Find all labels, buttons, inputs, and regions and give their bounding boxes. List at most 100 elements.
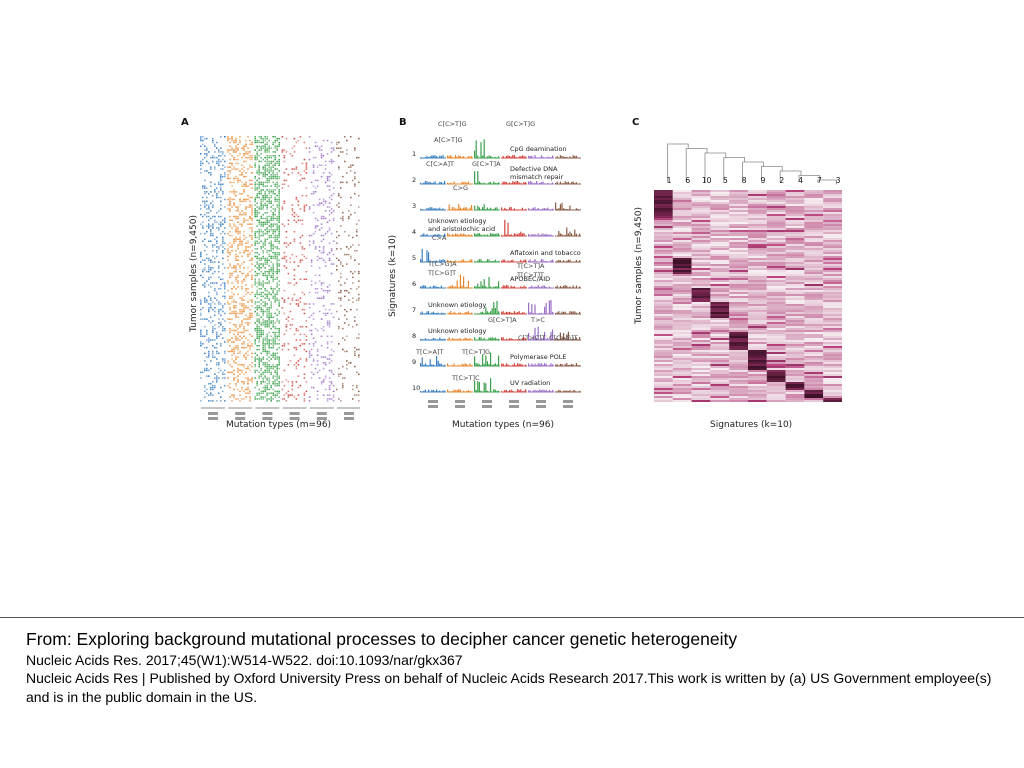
dendrogram-link [742,161,764,182]
signature-name: Unknown etiology and aristolochic acid [428,217,496,233]
dendrogram-link [704,152,727,182]
panel-b-group-tick [536,400,546,403]
caption-divider [0,617,1024,618]
panel-b-group-tick [482,400,492,403]
caption-license: Nucleic Acids Res | Published by Oxford … [26,670,992,705]
panel-b-xlabel: Mutation types (n=96) [452,420,554,430]
mutation-callout: T[C>G]A [428,260,457,268]
mutation-callout: T[C>T]T [517,271,544,279]
panel-b-group-tick [563,400,573,403]
panel-b-group-tick [536,405,546,408]
signature-number: 2 [412,176,417,184]
mutation-callout: G[C>T]A [488,316,517,324]
signature-name: CpG deamination [510,145,567,153]
panel-a-group-tick [208,417,218,420]
panel-b-group-tick [428,405,438,408]
panel-c-heatmap [654,190,842,402]
signature-name: Unknown etiology [428,327,487,335]
signature-column-label: 4 [798,176,803,185]
mutation-callout: C[C>A]T [426,160,455,168]
mutation-callout: C[C>T]G [438,120,467,128]
mutation-callout: C>A [432,234,447,242]
mutation-callout: T[C>G]T [428,269,457,277]
signature-name: UV radiation [510,379,551,387]
signature-column-label: 5 [723,176,728,185]
panel-b-group-tick [563,405,573,408]
panel-a-group-tick [316,417,327,420]
mutation-callout: T>C [531,316,545,324]
panel-a-ylabel: Tumor samples (n=9,450) [189,215,199,332]
mutation-callout: C>G [453,184,469,192]
signature-name: Defective DNA mismatch repair [510,165,564,181]
signature-number: 5 [412,254,417,262]
dendrogram-link [685,148,708,182]
signature-row-profile [420,248,581,263]
signature-row-profile [420,326,581,341]
panel-b-group-tick [455,400,465,403]
dendrogram-link [667,143,689,182]
panel-a-group-tick [262,417,273,420]
signature-row-profile [420,139,581,159]
caption-title: From: Exploring background mutational pr… [26,629,738,649]
signature-number: 9 [412,358,417,366]
signature-number: 10 [412,384,421,392]
signature-row-profile [420,202,581,211]
caption-citation: Nucleic Acids Res. 2017;45(W1):W514-W522… [26,652,463,668]
panel-a-group-tick [262,412,273,415]
panel-a-group-tick [316,412,327,415]
signature-number: 4 [412,228,417,236]
signature-column-label: 2 [779,176,785,185]
panel-b-group-tick [509,405,519,408]
mutation-callout: G[C>T]G [506,120,536,128]
mutation-callout: T[C>T]A [517,262,545,270]
panel-c-xlabel: Signatures (k=10) [710,420,793,430]
panel-b-group-tick [509,400,519,403]
dendrogram-link [723,157,745,182]
signature-column-label: 7 [817,176,822,185]
panel-a-group-tick [289,417,300,420]
mutation-callout: C[T>C]T [518,334,546,342]
panel-b-ylabel: Signatures (k=10) [388,234,398,317]
signature-column-label: 6 [685,176,691,185]
panel-a-group-tick [235,412,246,415]
signature-number: 7 [412,306,417,314]
mutation-callout: T[C>A]T [416,348,444,356]
panel-b-letter: B [399,117,407,128]
heatmap-cells [654,190,842,402]
signature-column-label: 1 [666,176,672,185]
mutation-callout: T[C>T]G [462,348,491,356]
panel-a-dots [200,136,360,402]
panel-a-xlabel: Mutation types (m=96) [226,420,332,430]
signature-column-label: 10 [701,176,712,185]
dendrogram-link [761,166,783,182]
figure: A Tumor samples (n=9,450) Mutation types… [176,112,846,438]
panel-a-group-tick [235,417,246,420]
panel-a-heatmap [200,136,360,420]
signature-row-profile [420,171,581,185]
signature-row-profile [420,219,581,237]
mutation-callout: C[C>G]T [549,334,578,342]
mutation-callout: A[C>T]G [434,136,463,144]
mutation-callout: G[C>T]A [472,160,501,168]
mutation-callout: T[C>T]C [452,374,480,382]
signature-name: APOBEC/AID [510,275,551,283]
caption: From: Exploring background mutational pr… [26,628,1006,707]
signature-row-profile [420,300,581,315]
signature-number: 8 [412,332,417,340]
panel-b-group-tick [428,400,438,403]
panel-c-ylabel: Tumor samples (n=9,450) [634,207,644,324]
signature-row-profile [420,352,581,367]
panel-b-group-tick [482,405,492,408]
panel-a-group-tick [208,412,218,415]
panel-a-group-tick [344,412,354,415]
signature-name: Unknown etiology [428,301,487,309]
dendrogram-link [817,179,837,185]
signature-name: Polymerase POLE [510,353,567,361]
panel-a-group-tick [289,412,300,415]
signature-row-profile [420,274,581,289]
panel-b-signature-profiles [420,139,581,408]
dendrogram-link [798,175,821,182]
panel-a-letter: A [181,117,189,128]
signature-column-label: 8 [741,176,747,185]
signature-column-label: 9 [760,176,766,185]
